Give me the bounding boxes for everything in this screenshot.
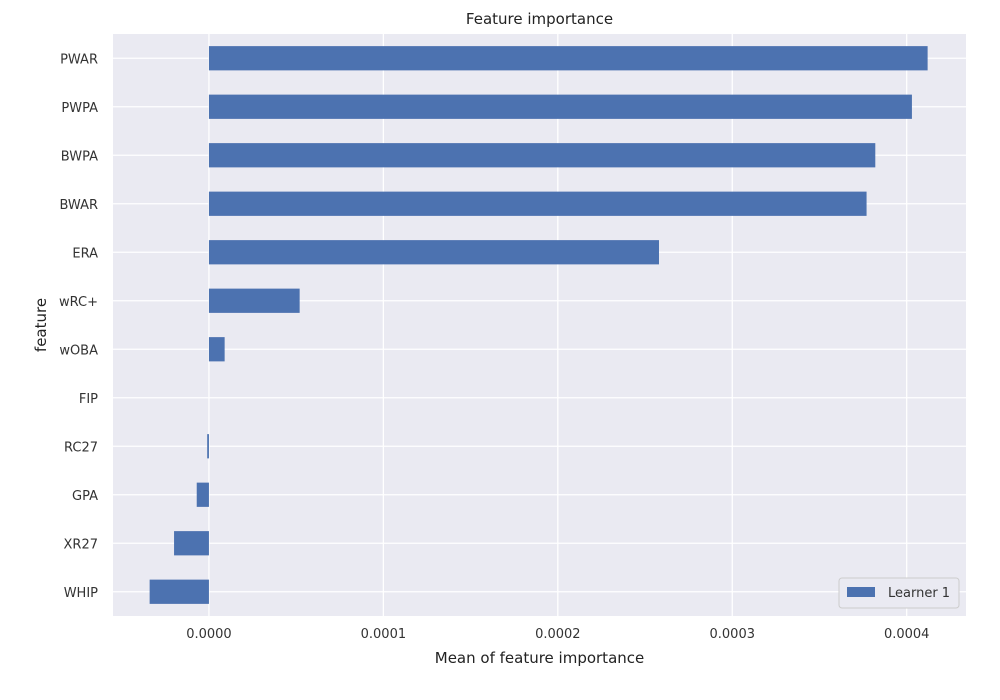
bar-pwpa — [208, 94, 912, 119]
y-tick-label: WHIP — [64, 586, 98, 601]
x-tick-label: 0.0002 — [535, 627, 581, 642]
x-tick-label: 0.0001 — [361, 627, 407, 642]
y-tick-label: PWAR — [60, 52, 98, 67]
y-tick-label: wRC+ — [59, 295, 98, 310]
y-tick-label: ERA — [72, 246, 98, 261]
bar-whip — [149, 579, 209, 604]
bar-woba — [208, 337, 225, 362]
y-axis-title: feature — [32, 298, 50, 352]
x-tick-labels: 0.0000 0.0001 0.0002 0.0003 0.0004 — [186, 627, 929, 642]
chart-title: Feature importance — [466, 10, 613, 28]
legend: Learner 1 — [838, 577, 960, 609]
y-tick-label: wOBA — [59, 343, 98, 358]
x-axis-title: Mean of feature importance — [435, 649, 645, 667]
bar-rc27 — [207, 434, 209, 459]
y-tick-label: PWPA — [61, 101, 98, 116]
legend-swatch — [847, 587, 875, 597]
bar-bwar — [208, 191, 867, 216]
y-tick-labels: PWAR PWPA BWPA BWAR ERA wRC+ wOBA FIP RC27 GPA XR2… — [59, 52, 98, 601]
y-tick-label: BWAR — [59, 198, 98, 213]
bar-era — [208, 240, 659, 265]
x-tick-label: 0.0000 — [186, 627, 232, 642]
y-tick-label: RC27 — [64, 440, 98, 455]
y-tick-label: BWPA — [61, 149, 98, 164]
y-tick-label: GPA — [72, 489, 98, 504]
plot-area — [113, 34, 966, 616]
y-tick-label: FIP — [79, 392, 98, 407]
x-tick-label: 0.0003 — [710, 627, 756, 642]
legend-box — [838, 577, 960, 609]
bars — [149, 46, 928, 604]
bar-bwpa — [208, 143, 876, 168]
bar-xr27 — [174, 531, 209, 556]
bar-gpa — [196, 482, 209, 507]
y-tick-label: XR27 — [64, 537, 98, 552]
bar-wrc — [208, 288, 300, 313]
legend-label: Learner 1 — [888, 586, 950, 601]
bar-pwar — [208, 46, 928, 71]
x-tick-label: 0.0004 — [884, 627, 930, 642]
